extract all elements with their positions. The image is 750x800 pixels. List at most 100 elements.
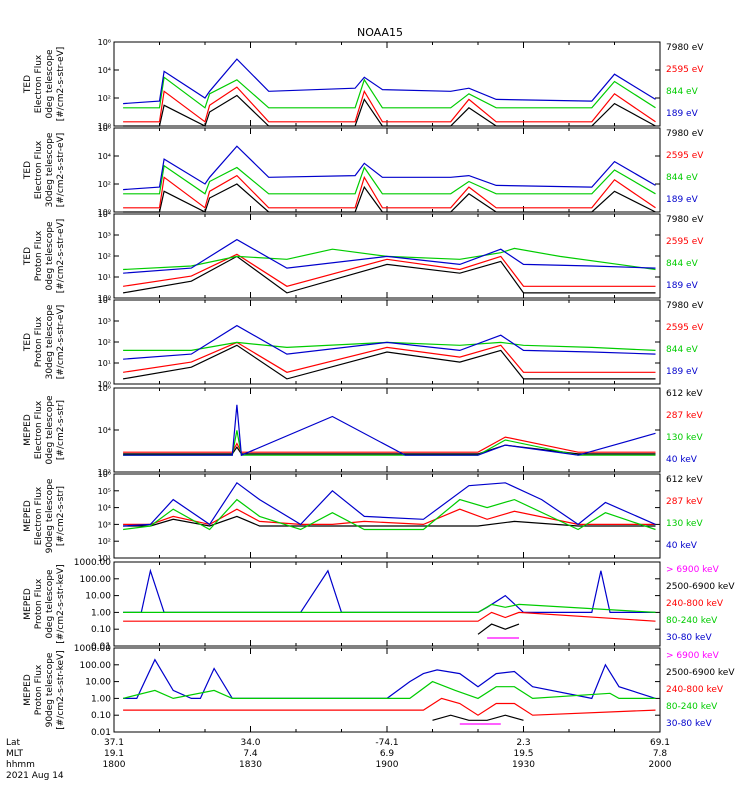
series-line <box>122 255 656 294</box>
y-tick-label: 10¹ <box>98 554 111 563</box>
y-axis-label: Electron Flux <box>34 140 44 199</box>
y-tick-label: 10⁰ <box>98 122 111 131</box>
panel-6: 10¹ 10² 10³ 10⁴ 10⁵ 10⁶ MEPED Electron Flux 90de… <box>23 470 703 563</box>
series-line <box>123 515 656 527</box>
y-axis-label: Proton Flux <box>34 578 44 629</box>
panel-7: 1000.00 100.00 10.00 1.00 0.10 0.01 MEPED Proto… <box>23 558 735 652</box>
series-line <box>123 508 656 526</box>
x-row-value: 1830 <box>239 760 262 770</box>
y-tick-label: 1000.00 <box>74 644 111 654</box>
panel-frame <box>113 41 661 127</box>
series-line <box>123 658 656 700</box>
series-line <box>123 164 656 195</box>
series-line <box>123 253 656 287</box>
series-line <box>123 174 656 209</box>
y-axis-label: [#/cm2-s-str-eV] <box>56 47 66 122</box>
legend-entry: 189 eV <box>666 109 699 119</box>
y-tick-label: 10² <box>98 537 111 546</box>
y-tick-label: 10³ <box>98 317 111 326</box>
series-line <box>123 238 656 274</box>
y-axis-label: MEPED <box>23 674 33 706</box>
series-line <box>123 498 656 531</box>
legend-entry: 130 keV <box>666 519 703 529</box>
legend-entry: 40 keV <box>666 541 698 551</box>
legend-entry: 240-800 keV <box>666 685 724 695</box>
series-line <box>123 568 656 614</box>
series-line <box>122 344 656 380</box>
panel-frame <box>113 647 661 733</box>
y-tick-label: 10¹ <box>98 273 111 282</box>
series-line <box>123 430 656 456</box>
panel-frame <box>113 561 661 647</box>
y-tick-label: 10⁰ <box>98 380 111 389</box>
legend-entry: 2595 eV <box>666 151 704 161</box>
y-tick-label: 0.01 <box>91 728 111 738</box>
series-line <box>123 247 656 271</box>
series-line <box>123 94 656 127</box>
y-axis-label: Proton Flux <box>34 664 44 715</box>
y-tick-label: 10² <box>98 94 111 103</box>
y-tick-label: 10⁴ <box>98 210 111 219</box>
y-tick-label: 0.10 <box>91 711 111 721</box>
legend-entry: 189 eV <box>666 281 699 291</box>
y-tick-label: 10² <box>98 252 111 261</box>
x-row-value: 19.5 <box>513 749 533 759</box>
legend-entry: 2595 eV <box>666 237 704 247</box>
y-tick-label: 10⁶ <box>98 38 111 47</box>
y-tick-label: 10.00 <box>85 678 111 688</box>
panel-4: 10⁰ 10¹ 10² 10³ 10⁴ TED Proton Flux 30deg teles… <box>23 296 704 389</box>
y-tick-label: 10² <box>98 468 111 477</box>
x-row-value: 1930 <box>512 760 535 770</box>
series-line <box>122 680 656 700</box>
legend-entry: 189 eV <box>666 367 699 377</box>
legend-entry: 287 keV <box>666 411 703 421</box>
legend-entry: 80-240 keV <box>666 616 718 626</box>
x-row-value: 69.1 <box>650 738 670 748</box>
y-axis-label: MEPED <box>23 588 33 620</box>
series-line <box>123 481 656 527</box>
series-line <box>123 341 656 373</box>
series-line <box>432 714 524 721</box>
legend-entry: 844 eV <box>666 259 699 269</box>
chart-title: NOAA15 <box>357 26 403 39</box>
legend-entry: 7980 eV <box>666 43 704 53</box>
y-axis-label: 90deg telescope <box>45 652 55 727</box>
y-tick-label: 10⁶ <box>98 384 111 393</box>
y-tick-label: 100.00 <box>80 575 112 585</box>
series-line <box>123 697 656 716</box>
series-line <box>123 444 656 455</box>
panel-1: 10⁰ 10² 10⁴ 10⁶ TED Electron Flux 0deg telesco… <box>23 38 704 131</box>
y-axis-label: 90deg telescope <box>45 478 55 553</box>
y-tick-label: 10⁵ <box>98 487 111 496</box>
y-axis-label: 30deg telescope <box>45 132 55 207</box>
y-axis-label: Electron Flux <box>34 400 44 459</box>
panel-8: 1000.00 100.00 10.00 1.00 0.10 0.01 MEPED Proto… <box>23 644 735 738</box>
y-axis-label: [#/cm2-s-str-eV] <box>56 305 66 380</box>
x-row-value: 7.4 <box>243 749 258 759</box>
series-line <box>123 341 656 351</box>
x-row-value: 37.1 <box>104 738 124 748</box>
y-tick-label: 10⁴ <box>98 504 111 513</box>
series-line <box>123 145 656 191</box>
legend-entry: 7980 eV <box>666 301 704 311</box>
y-tick-label: 10⁰ <box>98 208 111 217</box>
y-tick-label: 10⁴ <box>98 66 111 75</box>
y-axis-label: 30deg telescope <box>45 304 55 379</box>
y-axis-label: TED <box>23 333 33 352</box>
series-line <box>123 183 656 213</box>
y-axis-label: TED <box>23 75 33 94</box>
y-tick-label: 10² <box>98 338 111 347</box>
x-row-name: hhmm <box>6 760 35 770</box>
legend-entry: > 6900 keV <box>666 565 720 575</box>
legend-entry: 240-800 keV <box>666 599 724 609</box>
y-axis-label: TED <box>23 247 33 266</box>
legend-entry: 2500-6900 keV <box>666 668 735 678</box>
series-line <box>123 86 656 123</box>
legend-entry: 2595 eV <box>666 323 704 333</box>
legend-entry: > 6900 keV <box>666 651 720 661</box>
panel-frame <box>113 387 661 473</box>
x-row-value: 2000 <box>649 760 672 770</box>
y-tick-label: 10¹ <box>98 359 111 368</box>
y-tick-label: 10⁴ <box>98 426 111 435</box>
